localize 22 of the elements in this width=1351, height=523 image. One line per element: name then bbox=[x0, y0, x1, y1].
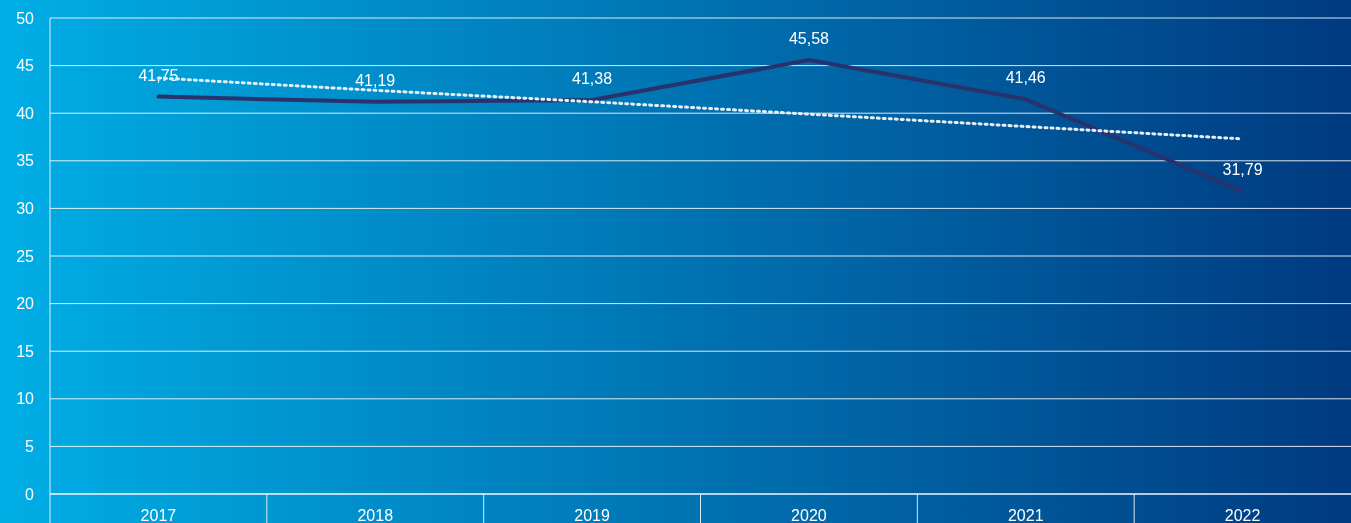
y-tick-label: 50 bbox=[16, 9, 35, 27]
y-tick-label: 5 bbox=[25, 438, 35, 455]
y-tick-label: 40 bbox=[16, 104, 35, 122]
x-tick-label: 2022 bbox=[1224, 507, 1261, 523]
data-label: 31,79 bbox=[1222, 161, 1263, 179]
x-tick-label: 2020 bbox=[791, 507, 827, 523]
x-tick-label: 2019 bbox=[574, 507, 610, 523]
y-tick-label: 30 bbox=[16, 200, 35, 217]
y-tick-label: 25 bbox=[16, 247, 35, 265]
x-tick-label: 2017 bbox=[140, 507, 177, 523]
y-tick-label: 0 bbox=[25, 485, 35, 503]
x-tick-label: 2021 bbox=[1007, 507, 1044, 523]
y-tick-label: 20 bbox=[16, 295, 35, 313]
y-tick-label: 10 bbox=[16, 390, 35, 408]
data-label: 41,19 bbox=[355, 71, 396, 89]
data-label: 41,46 bbox=[1005, 69, 1046, 87]
x-tick-label: 2018 bbox=[357, 507, 394, 523]
data-label: 41,38 bbox=[572, 70, 613, 88]
data-label: 45,58 bbox=[788, 30, 830, 48]
y-tick-label: 35 bbox=[16, 152, 35, 170]
y-tick-label: 15 bbox=[16, 342, 35, 360]
y-tick-label: 45 bbox=[16, 57, 35, 75]
